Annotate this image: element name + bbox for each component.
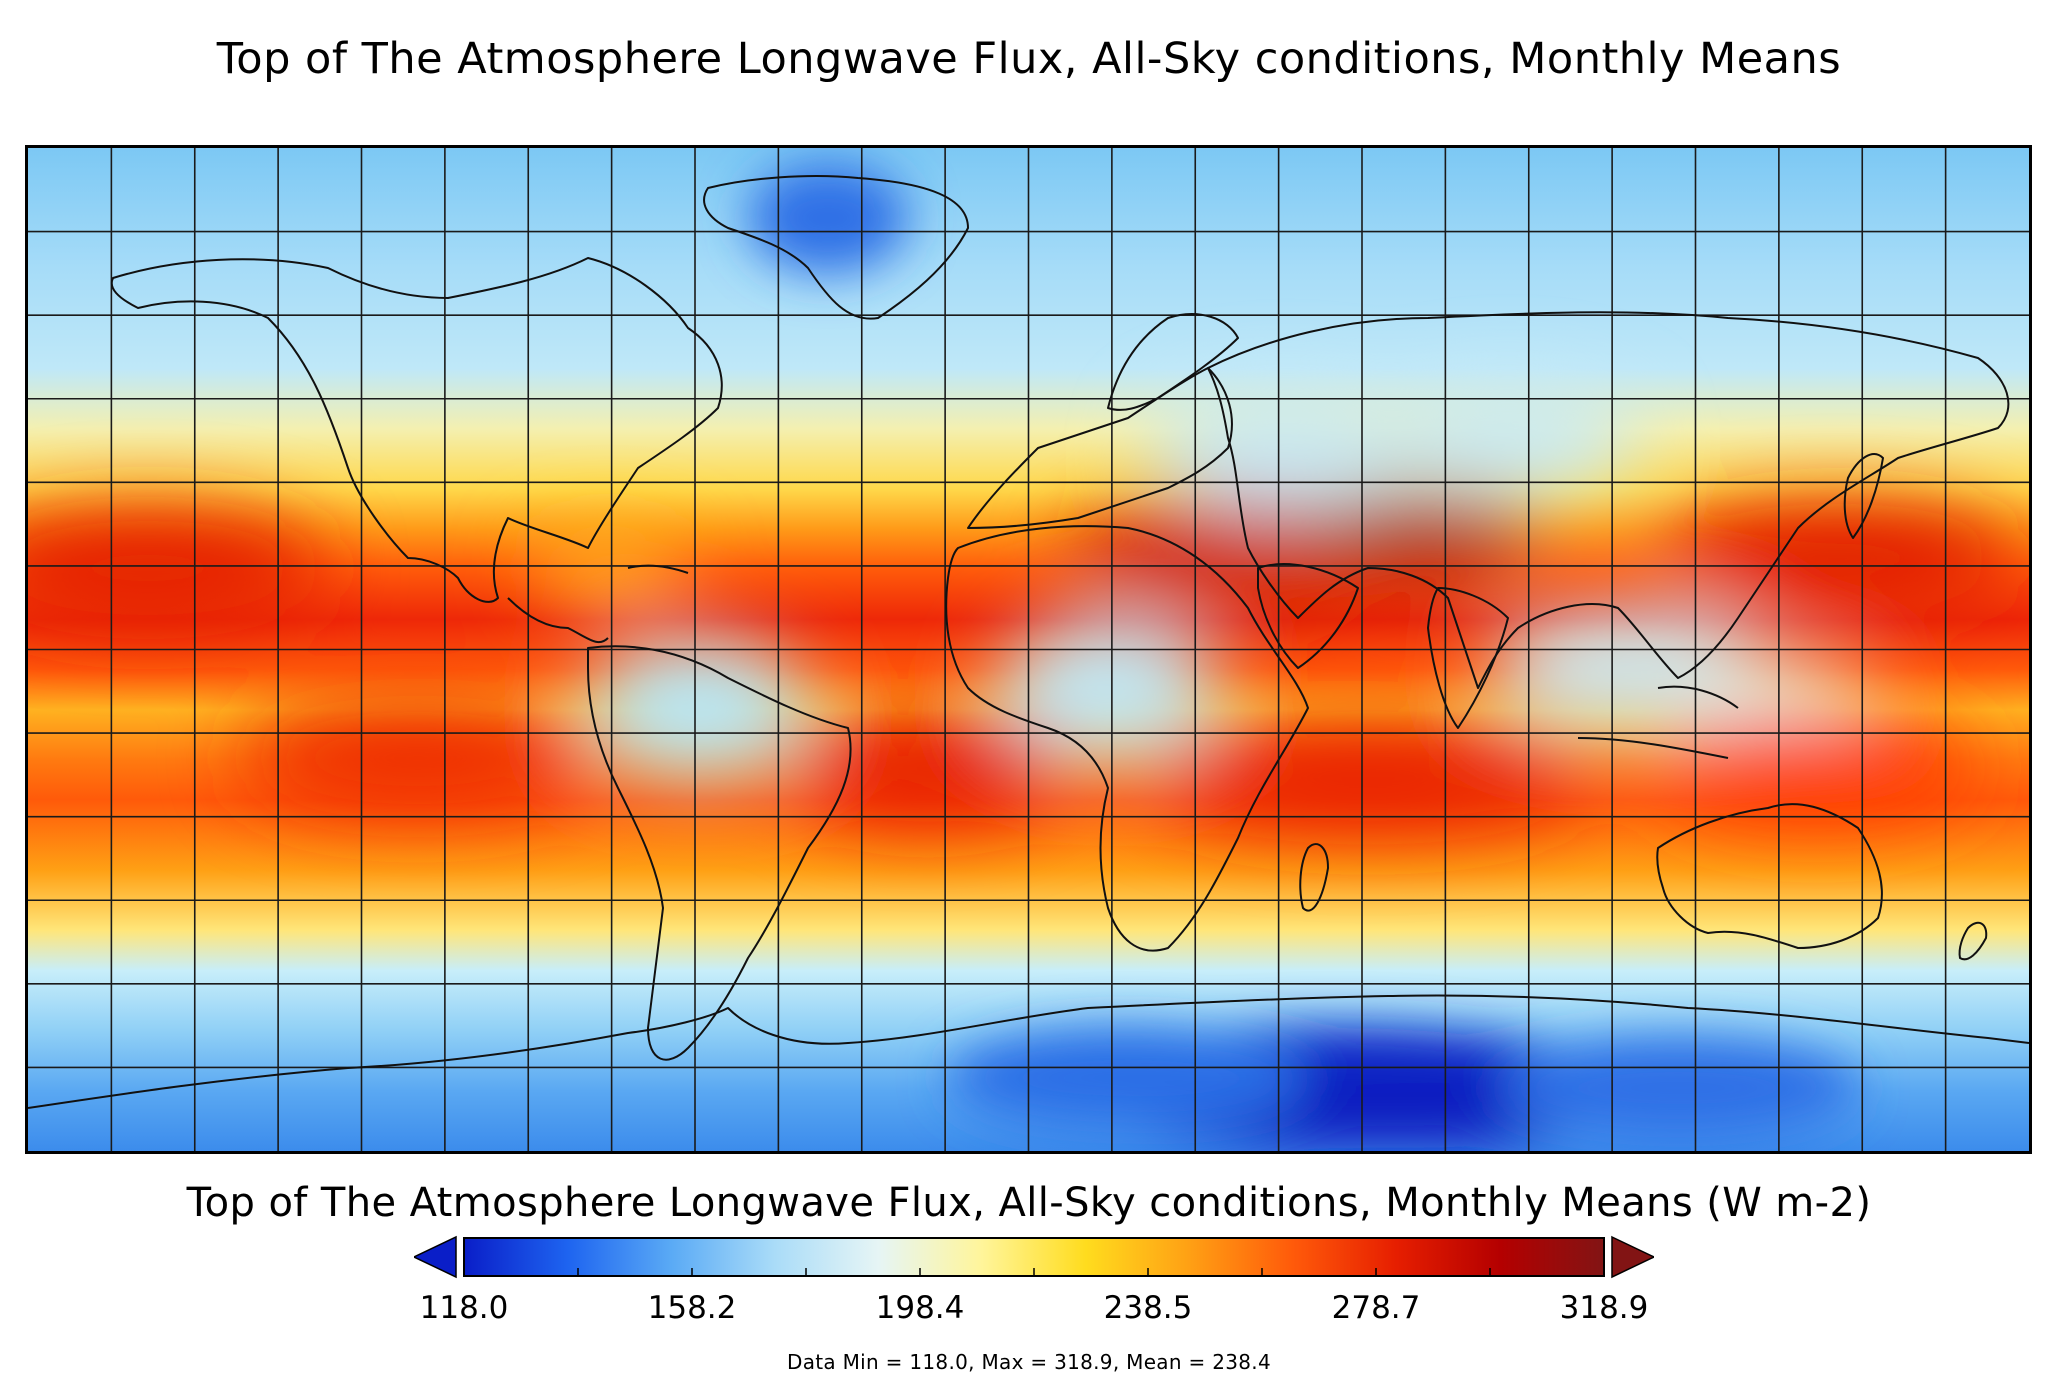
- flux-map: [25, 145, 2032, 1154]
- coastlines: [28, 175, 2029, 1109]
- colorbar-low-extend-arrow: [414, 1235, 457, 1279]
- data-stats: Data Min = 118.0, Max = 318.9, Mean = 23…: [787, 1350, 1271, 1374]
- colorbar-tick-label: 318.9: [1559, 1290, 1649, 1326]
- chart-title: Top of The Atmosphere Longwave Flux, All…: [216, 34, 1842, 84]
- lat-lon-grid: [28, 148, 2029, 1151]
- colorbar-tick-label: 198.4: [875, 1290, 965, 1326]
- colorbar: [414, 1235, 1654, 1279]
- colorbar-title: Top of The Atmosphere Longwave Flux, All…: [186, 1180, 1872, 1226]
- colorbar-high-extend-arrow: [1611, 1235, 1654, 1279]
- colorbar-tick-label: 238.5: [1103, 1290, 1193, 1326]
- colorbar-tick-label: 158.2: [647, 1290, 737, 1326]
- colorbar-tick-label: 278.7: [1331, 1290, 1421, 1326]
- colorbar-tick-label: 118.0: [419, 1290, 509, 1326]
